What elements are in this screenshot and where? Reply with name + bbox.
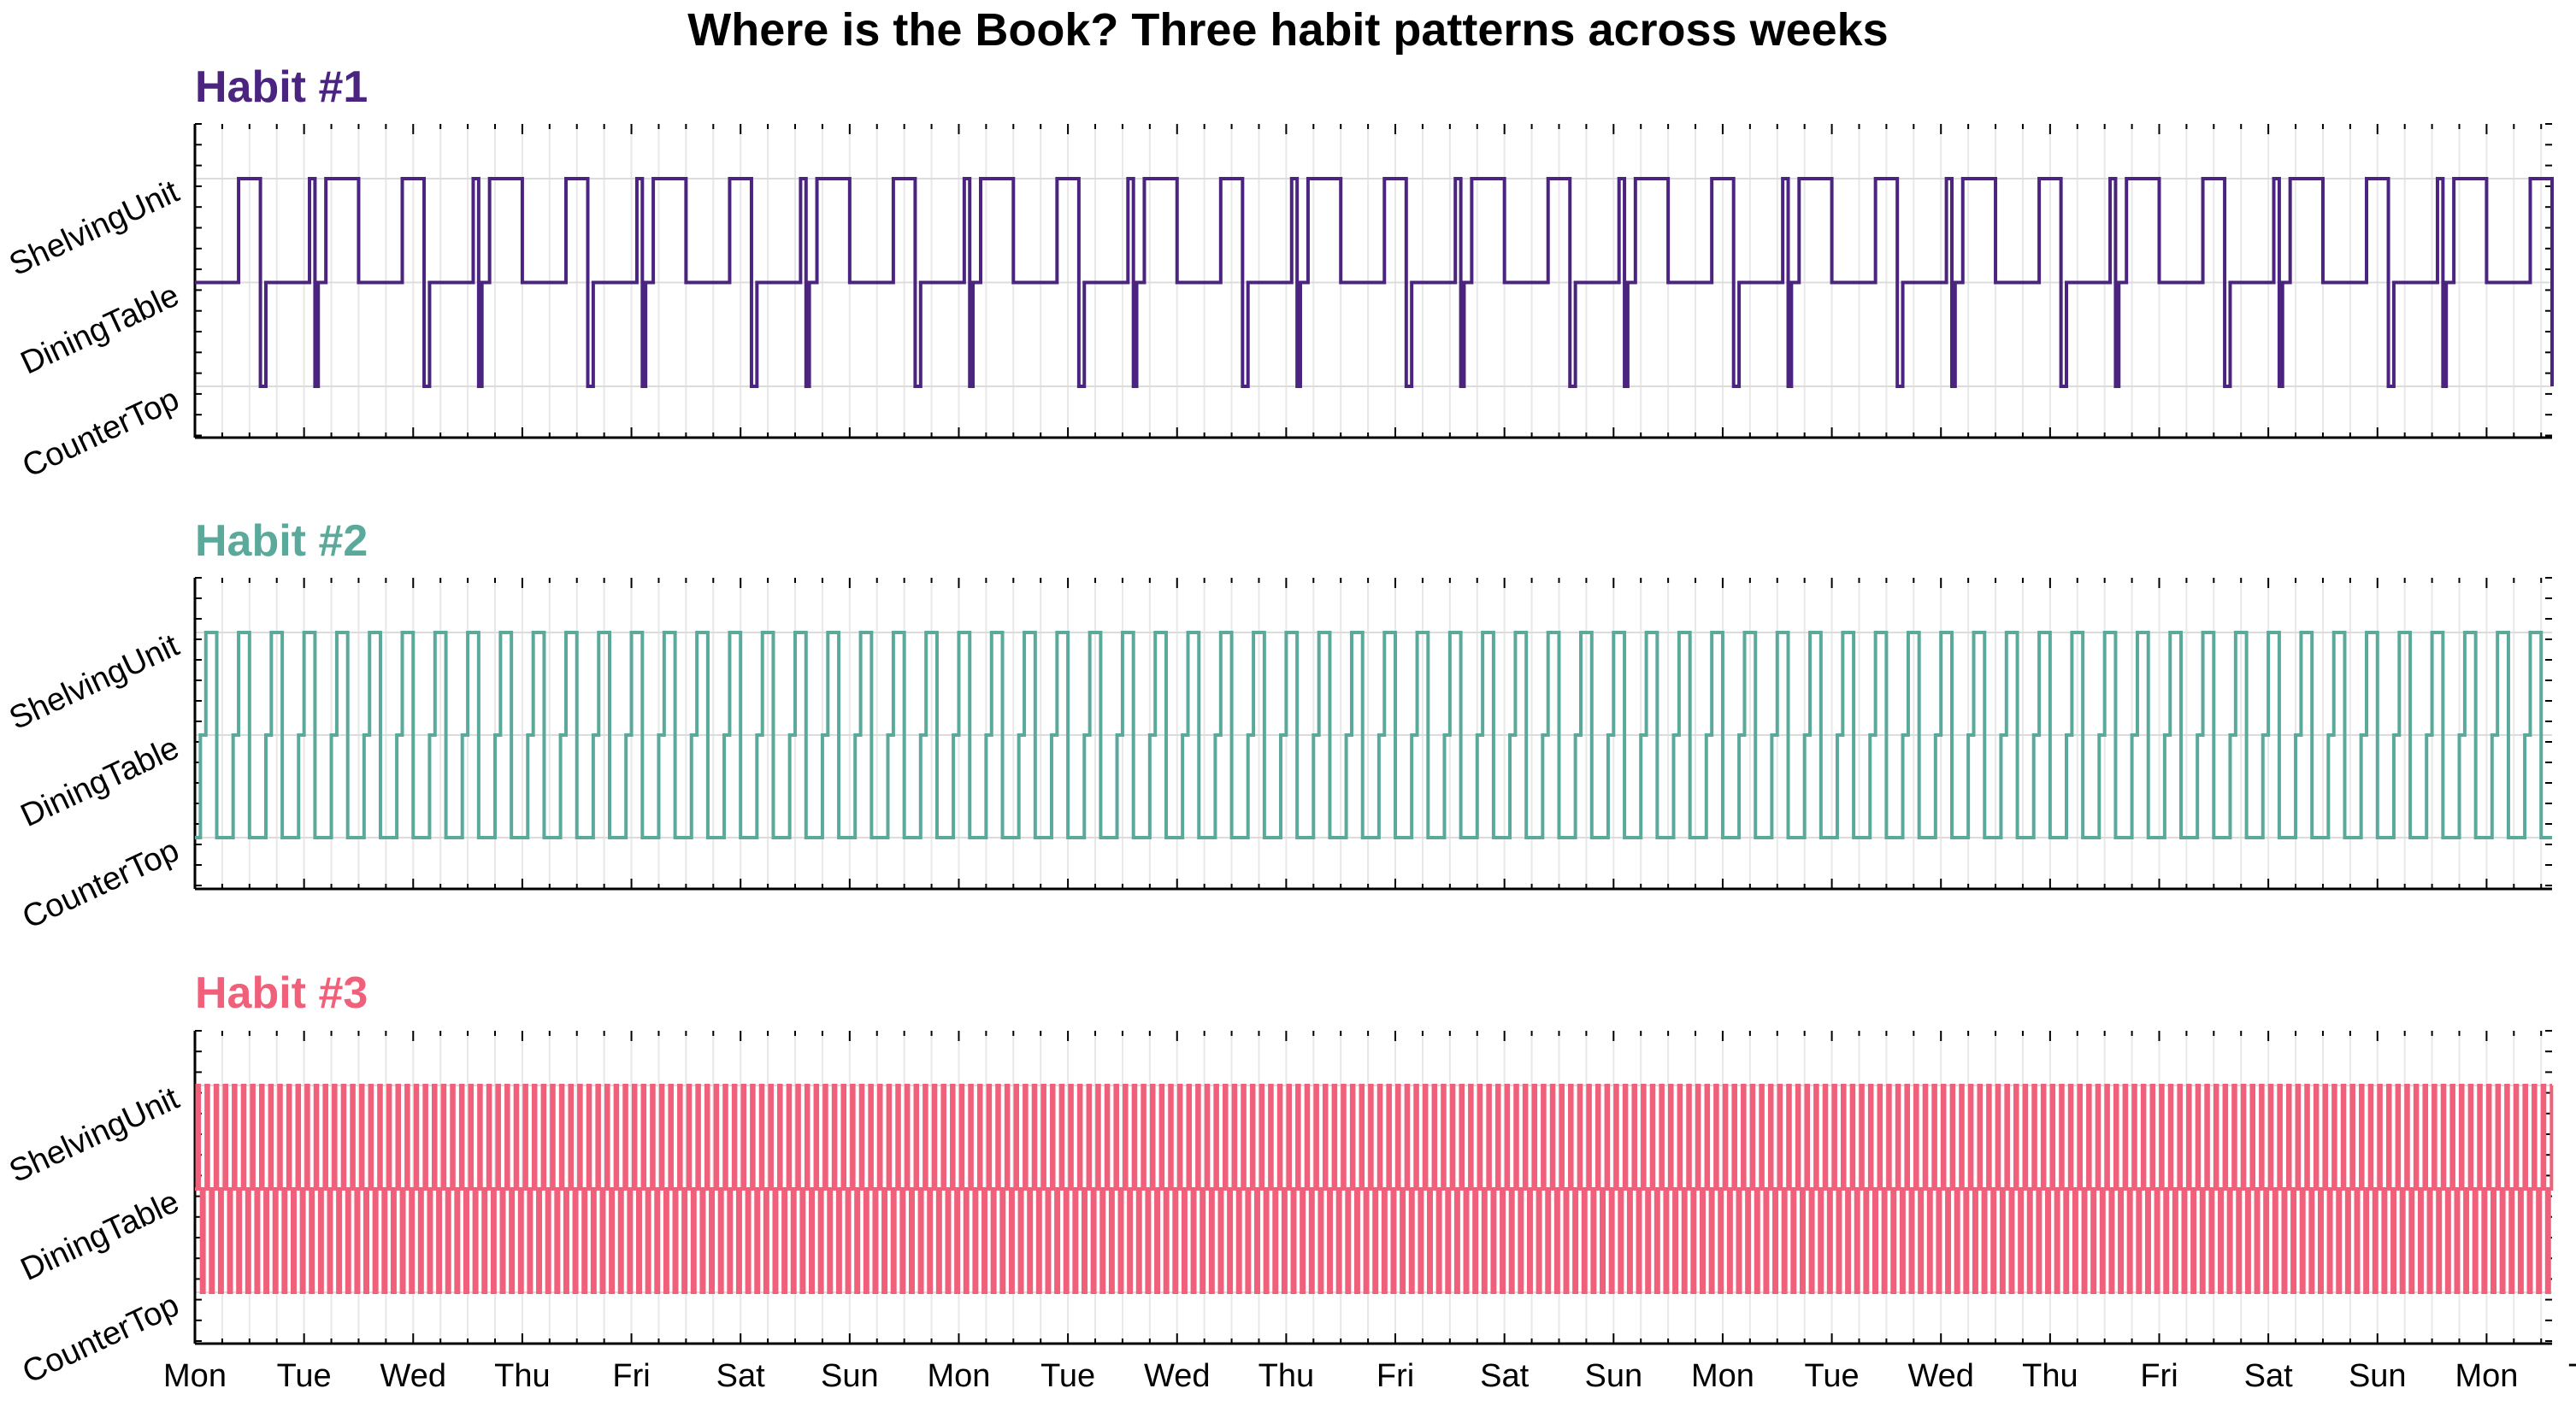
x-tick-label: Fri <box>2140 1358 2178 1394</box>
y-tick-label: DiningTable <box>15 1184 185 1288</box>
y-tick-label: CounterTop <box>17 832 185 936</box>
x-tick-label: Tue <box>277 1358 332 1394</box>
x-tick-label: Tue <box>1040 1358 1095 1394</box>
y-tick-label: ShelvingUnit <box>4 1080 186 1190</box>
x-tick-label: Tue <box>2568 1358 2576 1394</box>
x-tick-label: Sat <box>2244 1358 2293 1394</box>
x-tick-label: Sun <box>1584 1358 1642 1394</box>
y-tick-label: DiningTable <box>15 730 185 834</box>
x-tick-label: Sat <box>1480 1358 1529 1394</box>
x-tick-label: Mon <box>2455 1358 2518 1394</box>
panel-title-habit-1: Habit #1 <box>195 62 368 112</box>
x-tick-label: Wed <box>1907 1358 1973 1394</box>
x-tick-label: Mon <box>928 1358 991 1394</box>
y-tick-label: CounterTop <box>17 381 185 485</box>
x-tick-label: Thu <box>2022 1358 2078 1394</box>
x-tick-label: Sun <box>2349 1358 2407 1394</box>
y-tick-label: ShelvingUnit <box>4 627 186 737</box>
y-tick-label: DiningTable <box>15 278 185 382</box>
x-tick-label: Thu <box>494 1358 550 1394</box>
x-tick-label: Mon <box>163 1358 227 1394</box>
habit-1-series-line <box>195 177 2554 388</box>
panel-title-habit-3: Habit #3 <box>195 968 368 1018</box>
x-tick-label: Tue <box>1805 1358 1860 1394</box>
x-tick-label: Wed <box>1144 1358 1210 1394</box>
x-tick-label: Sat <box>716 1358 765 1394</box>
x-tick-label: Mon <box>1691 1358 1754 1394</box>
habit-3-series-line <box>195 1084 2554 1294</box>
y-tick-label: CounterTop <box>17 1287 185 1391</box>
x-tick-label: Fri <box>612 1358 650 1394</box>
y-tick-label: ShelvingUnit <box>4 174 186 283</box>
habit-2-series-line <box>195 631 2552 839</box>
x-tick-label: Sun <box>821 1358 879 1394</box>
panel-title-habit-2: Habit #2 <box>195 516 368 566</box>
figure-title: Where is the Book? Three habit patterns … <box>687 4 1889 56</box>
x-tick-label: Wed <box>380 1358 446 1394</box>
x-tick-label: Fri <box>1376 1358 1414 1394</box>
x-tick-label: Thu <box>1259 1358 1314 1394</box>
